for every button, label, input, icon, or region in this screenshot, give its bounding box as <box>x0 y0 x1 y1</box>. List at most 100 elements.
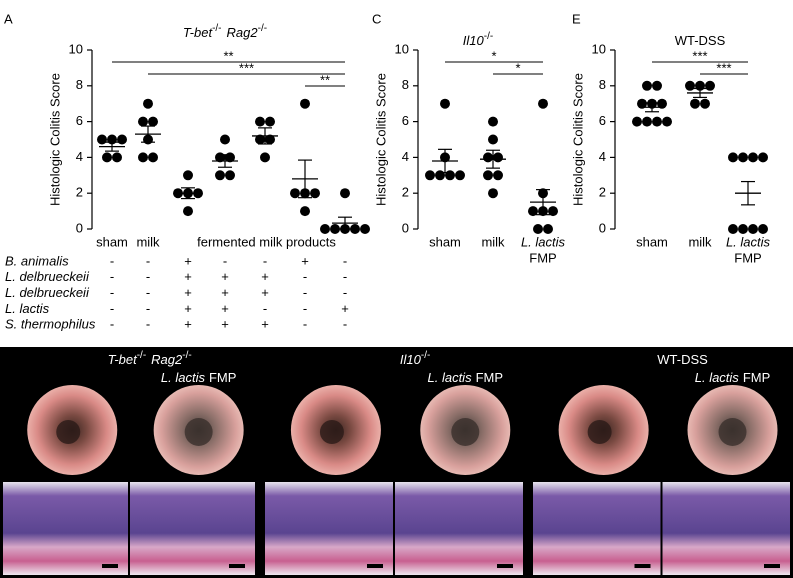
data-dot <box>738 152 748 163</box>
panel-title: WT-DSS <box>675 33 726 48</box>
histology-image <box>533 482 661 575</box>
treatment-mark: + <box>221 301 229 316</box>
treatment-mark: - <box>110 317 114 332</box>
x-tick-label: milk <box>481 234 505 249</box>
scale-bar <box>634 564 651 568</box>
treatment-mark: + <box>261 317 269 332</box>
data-dot <box>657 98 667 109</box>
image-label-suffix: FMP <box>743 370 770 385</box>
image-label-suffix: FMP <box>209 370 236 385</box>
significance-label: ** <box>223 48 233 63</box>
treatment-mark: + <box>184 301 192 316</box>
data-dot <box>543 224 553 234</box>
panel-title: T-bet-/- Rag2-/- <box>108 350 192 367</box>
treatment-mark: + <box>184 317 192 332</box>
data-dot <box>705 80 715 91</box>
title-superscript: -/- <box>212 23 221 34</box>
title-text: Rag2 <box>151 352 183 367</box>
data-dot <box>215 170 225 181</box>
endoscopy-lumen <box>451 418 480 446</box>
data-dot <box>528 206 538 217</box>
treatment-mark: - <box>263 253 267 268</box>
y-axis-label: Histologic Colitis Score <box>373 73 388 206</box>
treatment-mark: + <box>221 317 229 332</box>
treatment-mark: - <box>343 285 347 300</box>
data-dot <box>350 224 360 234</box>
significance-label: *** <box>239 60 254 75</box>
treatment-mark: + <box>261 269 269 284</box>
treatment-mark: - <box>146 317 150 332</box>
treatment-mark: - <box>146 253 150 268</box>
data-dot <box>488 134 498 145</box>
title-superscript: -/- <box>484 31 493 42</box>
image-label: L. lactis FMP <box>695 370 771 385</box>
y-tick-label: 8 <box>402 77 409 92</box>
x-tick-label: L. lactis <box>726 234 771 249</box>
image-label: sham <box>56 370 88 385</box>
data-dot <box>300 98 310 109</box>
panel-title: Il10-/- <box>400 350 430 367</box>
data-dot <box>690 98 700 109</box>
title-superscript: -/- <box>421 350 430 361</box>
y-tick-label: 6 <box>599 113 606 128</box>
treatment-mark: - <box>110 269 114 284</box>
y-tick-label: 6 <box>402 113 409 128</box>
treatment-mark: - <box>263 301 267 316</box>
endoscopy-lumen <box>56 420 81 444</box>
title-text: Il10 <box>463 33 485 48</box>
data-dot <box>652 116 662 127</box>
treatment-mark: + <box>261 285 269 300</box>
significance-label: * <box>515 60 520 75</box>
treatment-label: L. lactis <box>5 301 50 316</box>
image-label-species: L. lactis <box>695 370 740 385</box>
significance-label: *** <box>716 60 731 75</box>
treatment-mark: - <box>110 253 114 268</box>
data-dot <box>738 224 748 234</box>
data-dot <box>700 98 710 109</box>
scale-bar <box>102 564 118 568</box>
image-label-species: L. lactis <box>428 370 473 385</box>
treatment-mark: + <box>221 285 229 300</box>
significance-label: ** <box>320 72 330 87</box>
data-dot <box>685 80 695 91</box>
data-dot <box>330 224 340 234</box>
data-dot <box>102 152 112 163</box>
panel-letter: C <box>372 11 381 26</box>
treatment-mark: - <box>303 285 307 300</box>
data-dot <box>538 98 548 109</box>
x-tick-label: milk <box>136 234 160 249</box>
treatment-mark: - <box>146 285 150 300</box>
y-tick-label: 0 <box>402 220 409 235</box>
significance-label: *** <box>692 48 707 63</box>
panel-letter: E <box>572 11 581 26</box>
y-tick-label: 8 <box>599 77 606 92</box>
data-dot <box>758 152 768 163</box>
treatment-mark: + <box>221 269 229 284</box>
title-superscript: -/- <box>182 350 191 361</box>
treatment-label: L. delbrueckeii <box>5 269 90 284</box>
treatment-mark: + <box>341 301 349 316</box>
y-tick-label: 2 <box>402 185 409 200</box>
treatment-label: L. delbrueckeii <box>5 285 90 300</box>
panel-title: WT-DSS <box>657 352 708 367</box>
data-dot <box>360 224 370 234</box>
histology-image <box>3 482 128 575</box>
data-dot <box>748 152 758 163</box>
y-tick-label: 4 <box>76 149 83 164</box>
data-dot <box>632 116 642 127</box>
title-text: WT-DSS <box>657 352 708 367</box>
endoscopy-lumen <box>319 420 344 444</box>
data-dot <box>483 152 493 163</box>
data-dot <box>642 80 652 91</box>
data-dot <box>97 134 107 145</box>
treatment-mark: - <box>223 253 227 268</box>
y-tick-label: 10 <box>69 41 83 56</box>
y-tick-label: 2 <box>599 185 606 200</box>
data-dot <box>265 116 275 127</box>
scale-bar <box>764 564 780 568</box>
y-tick-label: 4 <box>402 149 409 164</box>
data-dot <box>493 152 503 163</box>
data-dot <box>183 170 193 181</box>
treatment-label: B. animalis <box>5 253 69 268</box>
data-dot <box>652 80 662 91</box>
